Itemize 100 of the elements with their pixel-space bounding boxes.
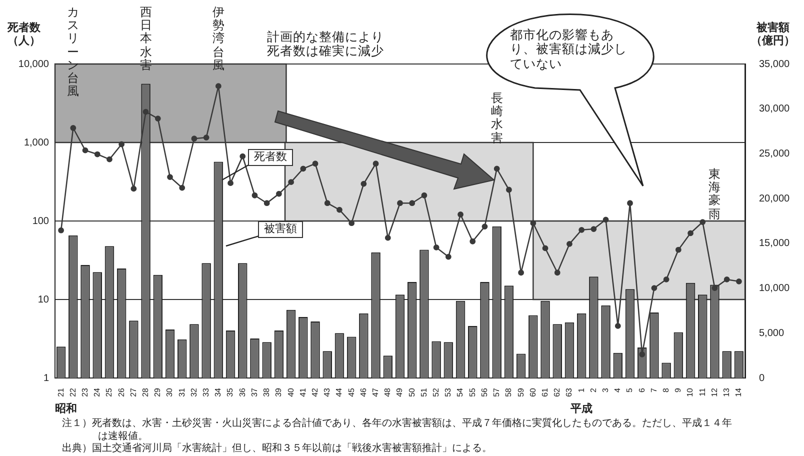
x-tick-label: 1 [576, 387, 586, 392]
x-tick-label: 52 [432, 387, 441, 397]
point [482, 224, 488, 230]
source-note: 出典）国土交通省河川局「水害統計」但し、昭和３５年以前は「戦後水害被害額推計」による。 [62, 443, 492, 456]
point [276, 190, 282, 197]
x-tick-label: 5 [625, 387, 634, 392]
x-tick-label: 28 [140, 387, 150, 397]
point [191, 136, 198, 142]
x-tick-label: 39 [274, 387, 284, 397]
point [300, 166, 306, 172]
x-tick-label: 40 [286, 387, 296, 397]
point [433, 244, 440, 250]
x-tick-label: 9 [674, 387, 683, 392]
x-tick-label: 21 [56, 387, 66, 397]
y2-tick-label: 5,000 [759, 328, 784, 339]
point [179, 184, 186, 191]
point [554, 270, 560, 276]
y2-tick-label: 0 [759, 372, 765, 384]
point [530, 220, 536, 226]
x-tick-label: 33 [202, 387, 211, 397]
point [458, 212, 464, 218]
x-tick-label: 63 [564, 387, 574, 397]
x-tick-label: 61 [540, 387, 550, 397]
point [614, 323, 621, 329]
point [470, 238, 476, 244]
point [312, 160, 318, 167]
x-tick-label: 47 [370, 387, 380, 397]
x-tick-label: 53 [444, 387, 453, 397]
x-tick-label: 37 [250, 387, 259, 397]
annotation: 東海豪雨 [708, 167, 722, 221]
point [651, 285, 658, 291]
point [724, 276, 730, 282]
x-tick-label: 8 [662, 387, 671, 392]
point [94, 151, 100, 158]
x-tick-label: 48 [383, 387, 392, 397]
point [700, 219, 706, 225]
point [360, 180, 367, 187]
x-tick-label: 45 [346, 387, 356, 397]
y2-tick-label: 15,000 [759, 238, 790, 250]
point [409, 200, 416, 206]
x-tick-label: 26 [116, 387, 126, 397]
point [167, 174, 173, 180]
series-label: 死者数 [248, 149, 293, 166]
point [542, 245, 548, 252]
y-tick-label: 1,000 [24, 137, 50, 148]
text: 平成 [570, 402, 593, 416]
point [506, 186, 512, 193]
point [348, 220, 355, 226]
point [228, 180, 234, 186]
text: 注１）死者数は、水害・土砂災害・火山災害による合計値であり、各年の水害被害額は、平成７年価格に実質化したものである。ただし、平成１４年は速報値。 [62, 418, 733, 442]
text: 計画的な整備により死者数は確実に減少 [266, 29, 384, 59]
point [324, 200, 330, 206]
point [602, 216, 609, 223]
text: 被害額 [258, 221, 303, 238]
point [130, 186, 137, 192]
point [675, 246, 682, 253]
x-tick-label: 46 [358, 387, 368, 397]
point [58, 227, 64, 234]
point [288, 179, 294, 186]
x-tick-label: 12 [710, 387, 719, 397]
x-tick-label: 59 [516, 387, 526, 397]
x-tick-label: 42 [310, 387, 320, 397]
x-tick-label: 2 [588, 387, 598, 392]
point [518, 270, 524, 276]
point [154, 116, 161, 122]
point [252, 192, 258, 198]
point [712, 285, 718, 291]
x-tick-label: 24 [92, 387, 102, 397]
y-tick-label: 100 [32, 216, 50, 227]
point [688, 230, 694, 236]
x-tick-label: 22 [68, 387, 78, 397]
x-tick-label: 35 [226, 387, 235, 397]
x-tick-label: 49 [395, 387, 404, 397]
y-tick-label: 1 [43, 372, 50, 384]
point [264, 200, 270, 206]
x-tick-label: 31 [177, 387, 186, 397]
x-tick-label: 27 [128, 387, 138, 397]
x-tick-label: 54 [456, 387, 465, 397]
x-tick-label: 14 [734, 387, 744, 397]
text: 昭和 [55, 402, 78, 416]
y2-tick-label: 30,000 [759, 104, 790, 115]
x-tick-label: 51 [419, 387, 428, 397]
x-tick-label: 38 [262, 387, 272, 397]
point [397, 200, 403, 206]
point [82, 147, 88, 154]
x-tick-label: 50 [407, 387, 416, 397]
point [106, 156, 112, 162]
point [118, 141, 125, 148]
y2-axis-title: 被害額（億円） [750, 21, 796, 48]
y-axis-title: 死者数（人） [6, 21, 42, 48]
x-tick-label: 56 [480, 387, 489, 397]
x-tick-label: 13 [722, 387, 732, 397]
y2-tick-label: 10,000 [759, 283, 790, 294]
point [494, 166, 500, 172]
x-tick-label: 23 [80, 387, 90, 397]
x-tick-label: 11 [698, 387, 707, 396]
point [663, 276, 670, 282]
x-tick-label: 10 [686, 387, 695, 397]
x-tick-label: 43 [322, 387, 332, 397]
x-tick-label: 32 [189, 387, 198, 397]
